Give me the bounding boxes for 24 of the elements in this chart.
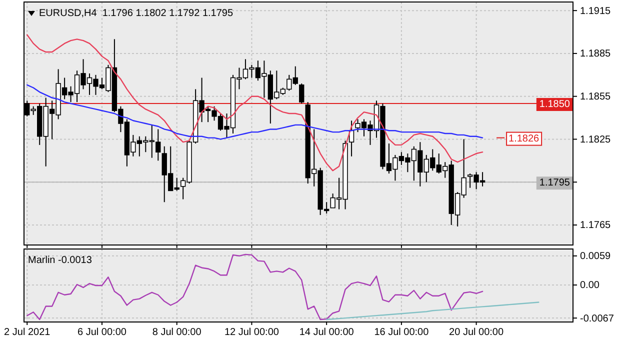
x-tick-label: 6 Jul 00:00 <box>78 327 127 338</box>
y-tick-label: 1.1825 <box>580 134 612 146</box>
y-tick-label: 1.1885 <box>580 48 612 60</box>
annotation: 1.1826 <box>508 133 540 144</box>
x-tick-label: 14 Jul 00:00 <box>299 327 354 338</box>
x-tick-label: 12 Jul 00:00 <box>224 327 280 338</box>
y-tick-label: -0.0067 <box>580 313 614 324</box>
y-tick-label: 0.00 <box>580 280 600 292</box>
line-series <box>26 34 484 172</box>
line-series <box>26 254 484 320</box>
x-tick-label: 16 Jul 00:00 <box>374 327 430 338</box>
y-tick-label: 1.1765 <box>580 220 612 232</box>
x-tick-label: 8 Jul 00:00 <box>152 327 202 338</box>
line-series <box>326 302 540 320</box>
x-tick-label: 20 Jul 00:00 <box>449 327 504 338</box>
y-tick-label: 1.1915 <box>580 6 612 17</box>
y-tick-label: 1.1855 <box>580 92 612 103</box>
y-tick-label: 0.0059 <box>580 251 612 262</box>
candlestick <box>299 82 304 104</box>
ref-line-label: 1.1850 <box>539 98 570 110</box>
x-tick-label: 2 Jul 2021 <box>4 327 51 338</box>
text: EURUSD,H4 1.1796 1.1802 1.1792 1.1795 <box>39 8 234 19</box>
ref-line-label: 1.1795 <box>539 178 570 189</box>
text: Marlin -0.0013 <box>28 255 92 266</box>
